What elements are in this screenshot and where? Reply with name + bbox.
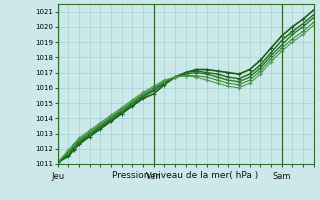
Text: Jeu: Jeu [51,172,64,181]
X-axis label: Pression niveau de la mer( hPa ): Pression niveau de la mer( hPa ) [112,171,259,180]
Text: Sam: Sam [272,172,291,181]
Text: Ven: Ven [146,172,162,181]
